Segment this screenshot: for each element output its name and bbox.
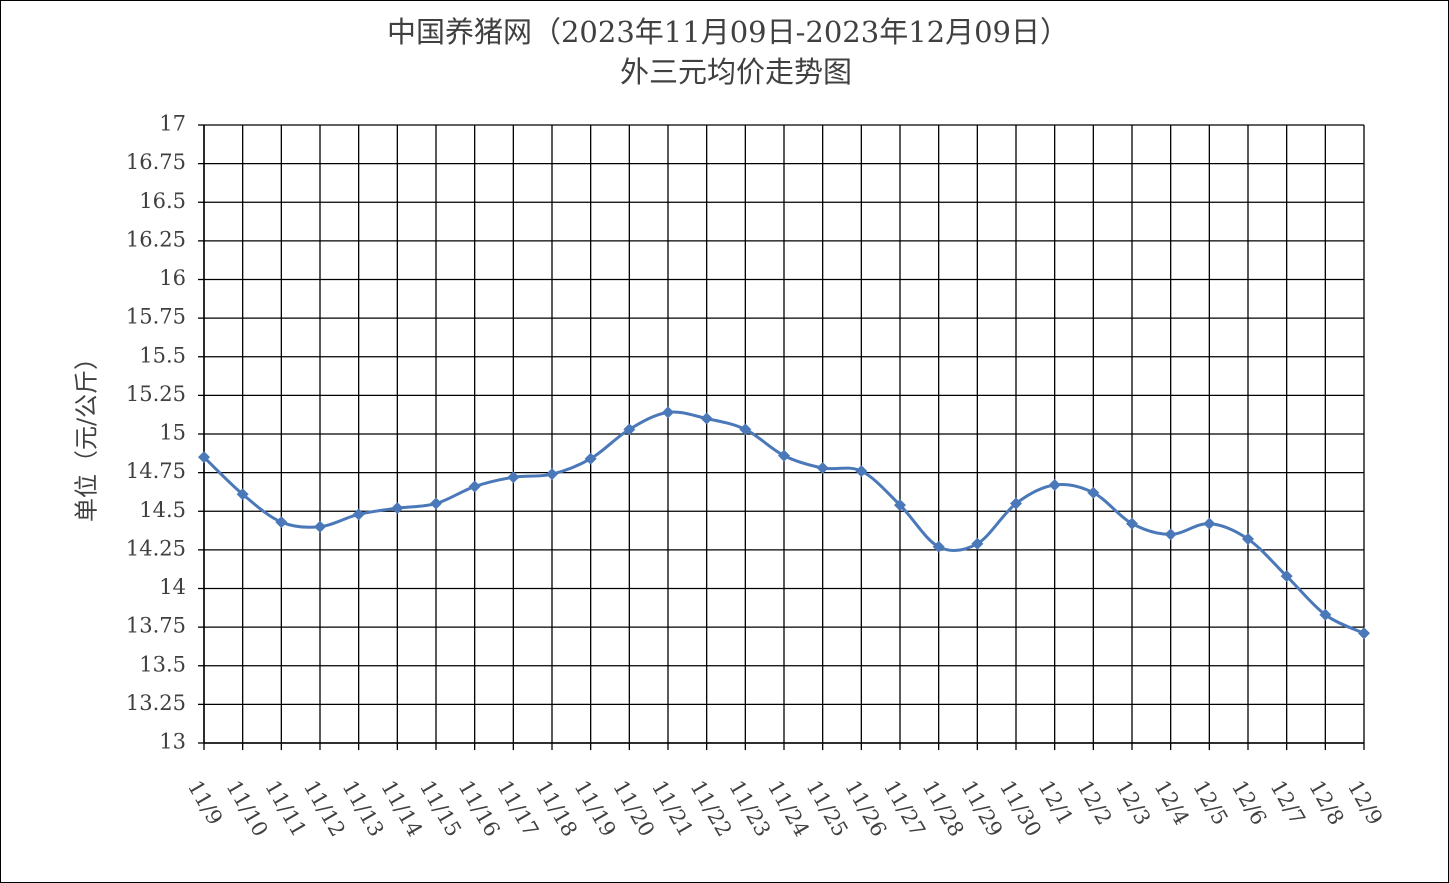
data-point — [1280, 570, 1293, 583]
data-point — [1242, 533, 1254, 546]
data-point — [1164, 528, 1177, 541]
data-point — [1319, 608, 1332, 621]
data-point — [236, 488, 249, 501]
y-tick-label: 16.25 — [126, 227, 186, 251]
y-tick-label: 13.75 — [126, 614, 186, 638]
y-tick-label: 16.75 — [126, 150, 186, 174]
data-point — [1010, 497, 1022, 510]
y-tick-label: 14.5 — [139, 498, 186, 522]
data-point — [700, 412, 713, 425]
data-point — [932, 540, 945, 553]
y-tick-label: 15 — [159, 421, 186, 445]
data-point — [1126, 517, 1138, 530]
data-point — [1048, 478, 1061, 491]
data-point — [391, 502, 404, 515]
data-point — [198, 451, 210, 464]
y-tick-label: 13 — [159, 730, 186, 754]
y-tick-label: 13.25 — [126, 691, 186, 715]
data-point — [778, 449, 790, 462]
data-point — [584, 452, 597, 465]
y-tick-label: 13.5 — [139, 652, 186, 676]
data-point — [546, 468, 558, 481]
y-tick-label: 16.5 — [139, 189, 186, 213]
y-tick-label: 16 — [159, 266, 186, 290]
data-point — [430, 497, 442, 510]
data-point — [468, 480, 481, 493]
data-point — [1358, 627, 1370, 640]
y-tick-label: 15.75 — [126, 305, 186, 329]
data-point — [855, 465, 868, 478]
data-point — [1087, 486, 1100, 499]
data-point — [816, 461, 829, 474]
data-point — [662, 406, 674, 419]
y-tick-label: 14.25 — [126, 536, 186, 560]
data-point — [1203, 517, 1216, 530]
chart-subtitle: 外三元均价走势图 — [620, 55, 852, 89]
data-point — [352, 508, 365, 521]
y-tick-label: 14 — [159, 575, 186, 599]
data-point — [314, 520, 326, 533]
data-point — [507, 471, 520, 484]
data-point — [894, 499, 906, 512]
chart-title: 中国养猪网（2023年11月09日-2023年12月09日） — [387, 15, 1069, 49]
y-tick-label: 14.75 — [126, 459, 186, 483]
data-point — [739, 423, 752, 436]
data-point — [275, 516, 288, 529]
y-tick-label: 15.5 — [139, 343, 186, 367]
y-tick-label: 17 — [159, 112, 186, 136]
y-tick-label: 15.25 — [126, 382, 186, 406]
y-axis-label: 单位（元/公斤） — [73, 346, 101, 522]
data-point — [971, 537, 984, 550]
data-point — [623, 423, 636, 436]
